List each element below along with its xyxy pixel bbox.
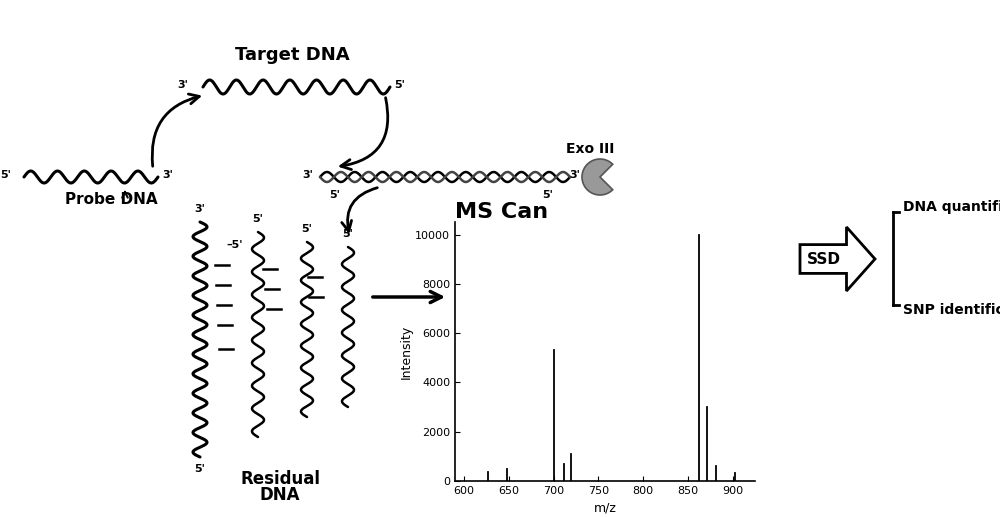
Text: DNA quantification: DNA quantification <box>903 200 1000 214</box>
Y-axis label: Intensity: Intensity <box>399 325 412 378</box>
Text: 5': 5' <box>543 190 553 200</box>
Text: Target DNA: Target DNA <box>235 46 349 64</box>
Polygon shape <box>800 227 875 291</box>
Text: 5': 5' <box>253 214 263 224</box>
FancyArrowPatch shape <box>152 94 199 166</box>
Text: SNP identification: SNP identification <box>903 303 1000 317</box>
Text: –5': –5' <box>227 240 243 250</box>
Text: 5': 5' <box>195 464 205 474</box>
Wedge shape <box>582 159 613 195</box>
Text: 5': 5' <box>395 80 405 90</box>
FancyArrowPatch shape <box>342 188 377 231</box>
Text: 3': 3' <box>303 170 313 180</box>
Text: 5': 5' <box>330 190 340 200</box>
Text: 5': 5' <box>1 170 11 180</box>
Text: 3': 3' <box>195 204 205 214</box>
Text: 5': 5' <box>343 229 353 239</box>
X-axis label: m/z: m/z <box>594 501 616 514</box>
Text: MS Can: MS Can <box>455 202 548 222</box>
FancyArrowPatch shape <box>373 292 441 302</box>
Text: 3': 3' <box>163 170 173 180</box>
Text: Probe DNA: Probe DNA <box>65 191 158 206</box>
Text: Exo III: Exo III <box>566 142 614 156</box>
Text: 3': 3' <box>178 80 188 90</box>
Text: 3': 3' <box>570 170 580 180</box>
Text: 5': 5' <box>302 224 312 234</box>
Text: DNA: DNA <box>260 486 300 504</box>
FancyArrowPatch shape <box>341 98 388 170</box>
Text: Residual: Residual <box>240 470 320 488</box>
Text: SSD: SSD <box>807 251 841 266</box>
